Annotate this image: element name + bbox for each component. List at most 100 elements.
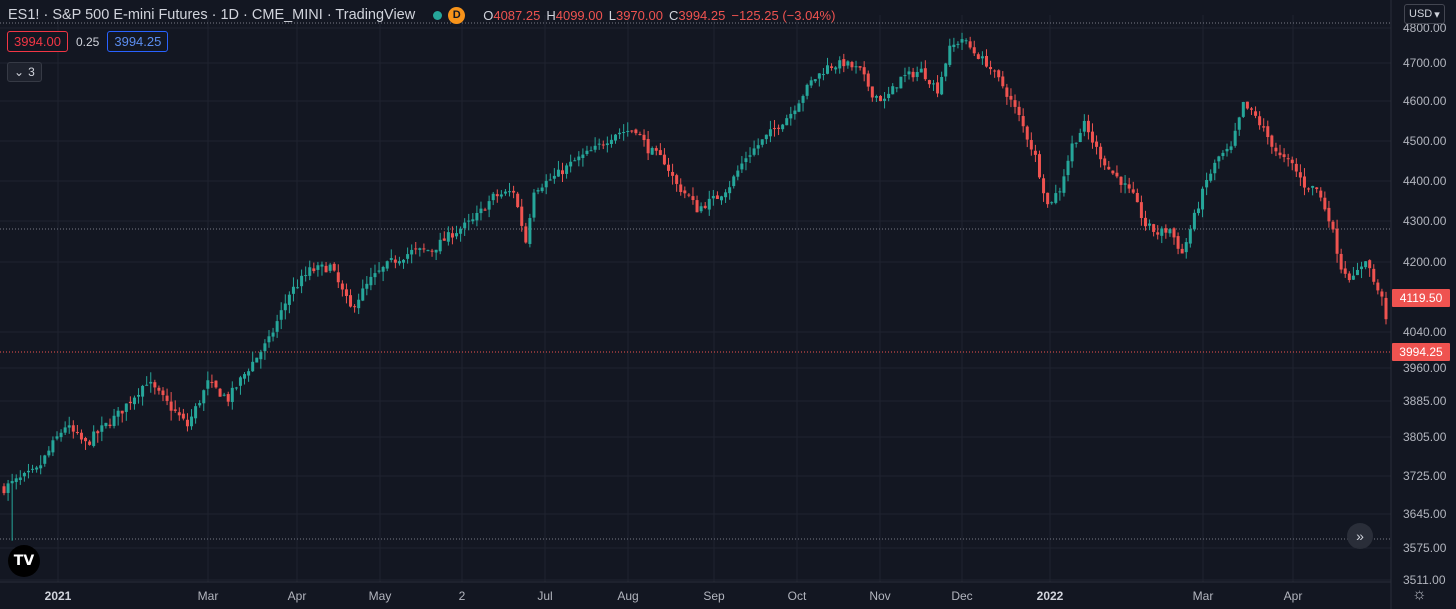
symbol-title[interactable]: ES1! · S&P 500 E-mini Futures · 1D · CME… — [8, 7, 416, 23]
candle-body — [1103, 158, 1107, 166]
candle — [854, 60, 858, 74]
candle — [927, 79, 931, 88]
candle — [410, 244, 414, 264]
candle — [573, 157, 577, 162]
candle — [1331, 219, 1335, 233]
candle-body — [361, 288, 365, 301]
candle-body — [968, 41, 972, 48]
candle-body — [1005, 87, 1009, 97]
candle — [634, 128, 638, 136]
delayed-data-badge[interactable]: D — [448, 6, 466, 24]
candle — [1262, 118, 1266, 132]
candle-body — [1262, 126, 1266, 128]
candle-body — [1107, 166, 1111, 170]
candle — [866, 70, 870, 92]
candle — [137, 388, 141, 404]
candle — [459, 226, 463, 242]
candle-body — [479, 208, 483, 214]
candle-body — [467, 220, 471, 222]
candle — [1307, 187, 1311, 193]
candle-body — [1054, 193, 1058, 203]
candle — [752, 140, 756, 157]
candle-body — [850, 62, 854, 68]
candle — [972, 40, 976, 57]
candle-body — [687, 194, 691, 196]
candle-body — [312, 268, 316, 272]
sell-button[interactable]: 3994.00 — [7, 31, 68, 52]
candle — [1339, 248, 1343, 274]
settings-gear-icon[interactable]: ☼ — [1412, 586, 1427, 603]
candle-body — [491, 193, 495, 201]
buy-button[interactable]: 3994.25 — [107, 31, 169, 52]
candle-body — [238, 377, 242, 386]
candle — [1327, 200, 1331, 228]
candle — [1233, 122, 1237, 148]
candle — [1249, 107, 1253, 115]
candle-body — [116, 410, 120, 417]
candle — [312, 262, 316, 274]
candle — [552, 168, 556, 184]
candle-body — [67, 425, 71, 428]
candle-body — [1001, 76, 1005, 87]
candle — [650, 146, 654, 155]
candle-body — [781, 124, 785, 130]
candle-body — [410, 249, 414, 255]
candle — [703, 201, 707, 210]
candle — [1156, 225, 1160, 240]
candle — [173, 400, 177, 413]
candle-body — [618, 132, 622, 135]
candle-body — [724, 192, 728, 198]
candle-body — [1082, 120, 1086, 132]
candle — [316, 261, 320, 277]
candle — [108, 418, 112, 429]
candle-body — [1042, 178, 1046, 194]
candle-body — [1298, 172, 1302, 178]
candle — [18, 470, 22, 485]
candle-body — [206, 380, 210, 389]
candle — [561, 162, 565, 182]
candle-body — [442, 238, 446, 241]
candle — [915, 66, 919, 82]
candle — [1290, 156, 1294, 171]
indicators-toggle-button[interactable]: ⌄ 3 — [7, 62, 42, 82]
candle — [1254, 106, 1258, 119]
candle-body — [145, 384, 149, 386]
candle-body — [948, 45, 952, 65]
candle — [1070, 135, 1074, 168]
currency-selector[interactable]: USD ▾ — [1404, 4, 1445, 24]
tradingview-logo[interactable]: TV — [8, 545, 40, 577]
candle — [1355, 262, 1359, 276]
candle — [862, 61, 866, 82]
candle-body — [907, 71, 911, 75]
grid-lines — [0, 15, 1391, 582]
candle — [88, 439, 92, 446]
candle — [1360, 261, 1364, 279]
candle-body — [1254, 111, 1258, 116]
candle — [785, 114, 789, 126]
candle — [328, 262, 332, 273]
currency-label: USD — [1409, 8, 1433, 20]
candle-body — [589, 150, 593, 152]
candle-body — [357, 299, 361, 309]
candle — [1090, 123, 1094, 149]
candle — [1135, 188, 1139, 203]
candle-body — [96, 431, 100, 434]
candle-body — [524, 226, 528, 243]
candle-body — [373, 273, 377, 278]
indicator-count: 3 — [28, 65, 35, 79]
candle-body — [777, 127, 781, 129]
candle — [1209, 169, 1213, 183]
candle-body — [1046, 192, 1050, 205]
candle — [218, 387, 222, 397]
candle-body — [1119, 176, 1123, 185]
close-value: 3994.25 — [678, 7, 726, 23]
candle — [190, 409, 194, 430]
candle — [214, 380, 218, 389]
candle-body — [1384, 297, 1388, 320]
candle-body — [1343, 268, 1347, 274]
scroll-to-realtime-button[interactable]: » — [1347, 523, 1373, 549]
candle — [956, 41, 960, 49]
candle-body — [683, 190, 687, 194]
candle-body — [878, 95, 882, 102]
